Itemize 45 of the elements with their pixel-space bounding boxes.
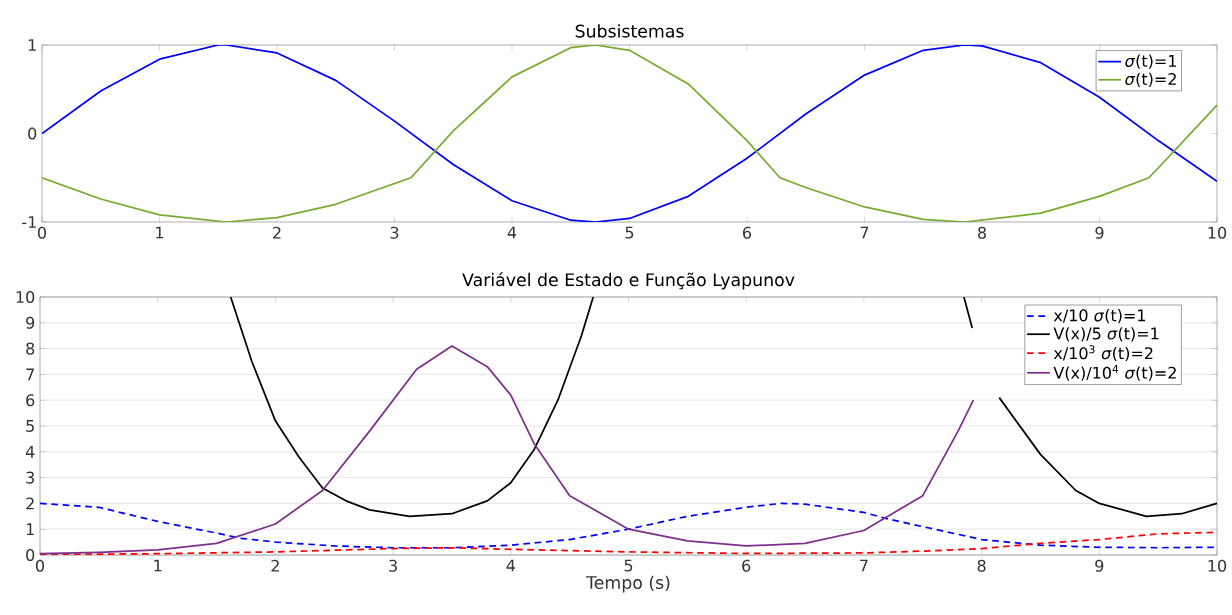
- legend-label: V(x)/10$^{4}$ σ(t)=2: [1053, 365, 1176, 381]
- y-tick-label: 10: [16, 290, 35, 304]
- x-axis-title: Tempo (s): [586, 575, 670, 593]
- y-tick-label: 5: [26, 420, 34, 432]
- legend-label: x/10 σ(t)=1: [1053, 309, 1146, 324]
- x-tick-label: 10: [1208, 559, 1227, 572]
- y-tick-label: 7: [26, 368, 34, 381]
- legend-label: V(x)/5 σ(t)=1: [1053, 327, 1159, 342]
- x-tick-label: 8: [977, 559, 986, 572]
- y-tick-label: 6: [26, 394, 35, 407]
- x-tick-label: 6: [742, 559, 751, 572]
- y-tick-label: 0: [26, 548, 35, 562]
- x-tick-label: 5: [624, 559, 633, 572]
- x-tick-label: 8: [978, 226, 986, 239]
- x-tick-label: 10: [1208, 226, 1227, 239]
- x-tick-label: 4: [506, 559, 515, 572]
- y-tick-label: 0: [28, 127, 37, 140]
- y-tick-label: 1: [28, 39, 36, 51]
- x-tick-label: 0: [37, 226, 47, 239]
- x-tick-label: 3: [389, 559, 397, 572]
- x-tick-label: 1: [156, 226, 164, 239]
- y-tick-label: 4: [25, 445, 35, 458]
- x-tick-label: 7: [860, 559, 868, 572]
- legend-label: x/10$^{3}$ σ(t)=2: [1053, 345, 1153, 362]
- y-tick-label: 3: [26, 471, 34, 484]
- x-tick-label: 9: [1095, 226, 1104, 239]
- y-tick-label: 2: [26, 497, 34, 510]
- y-tick-label: 9: [26, 316, 35, 329]
- chart-title: Variável de Estado e Função Lyapunov: [462, 272, 795, 290]
- x-tick-label: 2: [273, 226, 281, 239]
- x-tick-label: 9: [1095, 559, 1104, 572]
- x-tick-label: 7: [860, 226, 869, 239]
- x-tick-label: 3: [390, 226, 399, 239]
- chart-title: Subsistemas: [575, 24, 684, 38]
- y-tick-label: -1: [22, 216, 36, 228]
- legend-label: σ(t)=2: [1125, 72, 1176, 87]
- y-tick-label: 8: [26, 342, 35, 355]
- x-tick-label: 4: [507, 226, 517, 239]
- x-tick-label: 6: [743, 226, 752, 239]
- x-tick-label: 2: [271, 559, 279, 572]
- x-tick-label: 1: [154, 559, 162, 572]
- y-tick-label: 1: [26, 523, 34, 536]
- line-series: [42, 45, 1218, 222]
- legend-label: σ(t)=1: [1125, 54, 1177, 69]
- x-tick-label: 5: [625, 226, 634, 239]
